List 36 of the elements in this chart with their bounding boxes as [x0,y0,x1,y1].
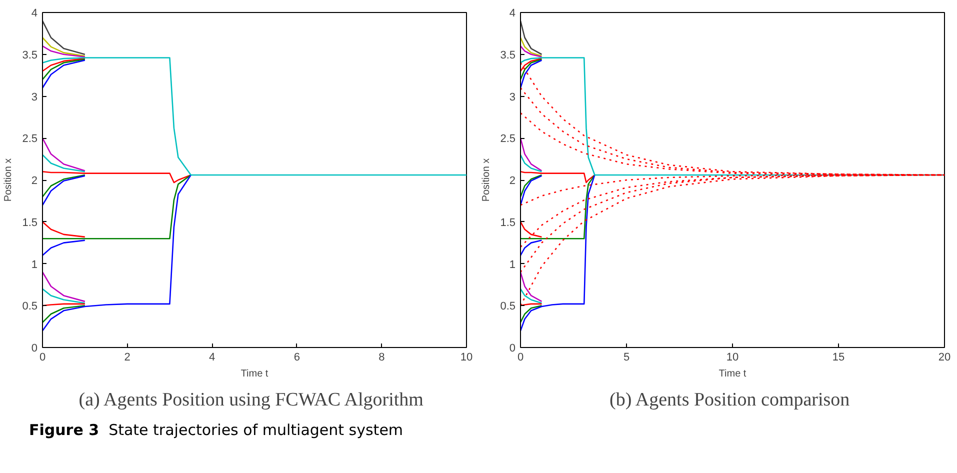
y-tick-label: 0 [509,342,516,354]
x-tick-label: 4 [209,352,216,364]
x-axis-title: Time t [718,368,746,380]
y-tick-label: 3.5 [22,49,38,62]
x-tick-label: 2 [124,352,130,364]
y-tick-label: 1 [31,258,38,271]
y-axis-title: Position x [3,158,14,202]
text: (a) Agents Position using FCWAC Algorithm [78,390,424,410]
y-tick-label: 3 [509,91,516,104]
y-tick-label: 0.5 [500,300,516,313]
text: (b) Agents Position comparison [610,390,850,410]
x-tick-label: 0 [517,352,524,364]
y-tick-label: 1 [509,258,516,271]
y-tick-label: 2.5 [500,133,516,146]
x-axis-title: Time t [240,368,268,380]
x-tick-label: 20 [938,352,951,364]
y-tick-label: 0 [31,342,38,354]
y-tick-label: 2 [31,175,38,187]
y-tick-label: 3.5 [500,49,516,62]
x-tick-label: 5 [623,352,630,364]
x-tick-label: 6 [294,352,300,364]
caption: Figure 3 State trajectories of multiagent system [29,420,404,441]
y-tick-label: 3 [31,91,38,104]
x-tick-label: 10 [726,352,739,364]
y-tick-label: 2 [509,175,516,187]
y-axis-title: Position x [481,158,492,202]
x-tick-label: 15 [832,352,845,364]
x-tick-label: 8 [378,352,385,364]
y-tick-label: 1.5 [22,216,38,229]
y-tick-label: 4 [509,8,516,20]
y-tick-label: 2.5 [22,133,38,146]
y-tick-label: 4 [31,8,38,20]
x-tick-label: 10 [460,352,473,364]
y-tick-label: 0.5 [22,300,38,313]
y-tick-label: 1.5 [500,216,516,229]
x-tick-label: 0 [39,352,46,364]
